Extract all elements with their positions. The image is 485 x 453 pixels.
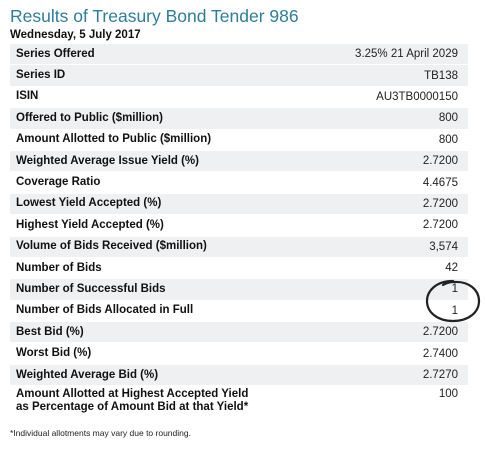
row-label: Number of Bids [16,261,102,274]
row-value: 100 [438,388,458,401]
table-row: Weighted Average Issue Yield (%) 2.7200 [10,150,468,173]
row-label: Offered to Public ($million) [16,111,163,124]
row-label: Amount Allotted to Public ($million) [16,133,212,146]
table-row: Lowest Yield Accepted (%) 2.7200 [10,193,468,216]
table-row: Number of Bids 42 [10,257,468,280]
row-label: Worst Bid (%) [16,347,92,360]
table-row: Series Offered 3.25% 21 April 2029 [10,44,468,66]
tender-date: Wednesday, 5 July 2017 [10,29,141,41]
table-row: Offered to Public ($million) 800 [10,108,468,130]
row-value: 2.7200 [422,197,458,210]
table-row: Weighted Average Bid (%) 2.7270 [10,364,468,387]
row-value: 3,574 [429,240,458,253]
table-row: Number of Successful Bids 1 [10,279,468,301]
table-row: Worst Bid (%) 2.7400 [10,343,468,365]
table-row: Series ID TB138 [10,65,468,87]
row-label: Amount Allotted at Highest Accepted Yiel… [10,388,248,414]
results-table: Series Offered 3.25% 21 April 2029 Serie… [10,44,468,421]
row-value: 2.7200 [422,155,458,168]
row-label: Weighted Average Issue Yield (%) [16,154,199,167]
row-label-line: as Percentage of Amount Bid at that Yiel… [16,401,249,414]
row-label: Weighted Average Bid (%) [16,368,159,381]
row-value: 800 [438,133,458,146]
row-label: Volume of Bids Received ($million) [16,240,207,253]
table-row: ISIN AU3TB0000150 [10,86,468,109]
row-value: 1 [451,283,458,296]
table-row: Number of Bids Allocated in Full 1 [10,300,468,323]
table-row: Coverage Ratio 4.4675 [10,172,468,194]
row-value: 2.7200 [422,326,458,339]
row-label: Highest Yield Accepted (%) [16,218,164,231]
row-value: AU3TB0000150 [376,90,458,103]
row-value: 4.4675 [422,176,458,189]
row-label: Number of Bids Allocated in Full [16,304,194,317]
row-value: 1 [451,304,458,317]
table-row: Amount Allotted to Public ($million) 800 [10,129,468,151]
row-label: ISIN [16,90,39,103]
row-value: 2.7400 [422,347,458,360]
page-title: Results of Treasury Bond Tender 986 [10,6,299,26]
row-value: TB138 [424,69,458,82]
row-value: 2.7270 [422,369,458,382]
table-row: Amount Allotted at Highest Accepted Yiel… [10,386,468,421]
row-label: Best Bid (%) [16,325,84,338]
row-value: 3.25% 21 April 2029 [355,48,458,61]
table-row: Highest Yield Accepted (%) 2.7200 [10,215,468,237]
row-label: Series ID [16,69,66,82]
row-label: Series Offered [16,47,95,60]
footnote: *Individual allotments may vary due to r… [10,428,191,438]
row-label: Coverage Ratio [16,176,101,189]
row-label-line: Amount Allotted at Highest Accepted Yiel… [16,388,249,401]
row-value: 42 [445,262,458,275]
table-row: Best Bid (%) 2.7200 [10,322,468,344]
row-label: Lowest Yield Accepted (%) [16,197,162,210]
row-label: Number of Successful Bids [16,282,166,295]
row-value: 2.7200 [422,219,458,232]
row-value: 800 [438,112,458,125]
table-row: Volume of Bids Received ($million) 3,574 [10,236,468,258]
